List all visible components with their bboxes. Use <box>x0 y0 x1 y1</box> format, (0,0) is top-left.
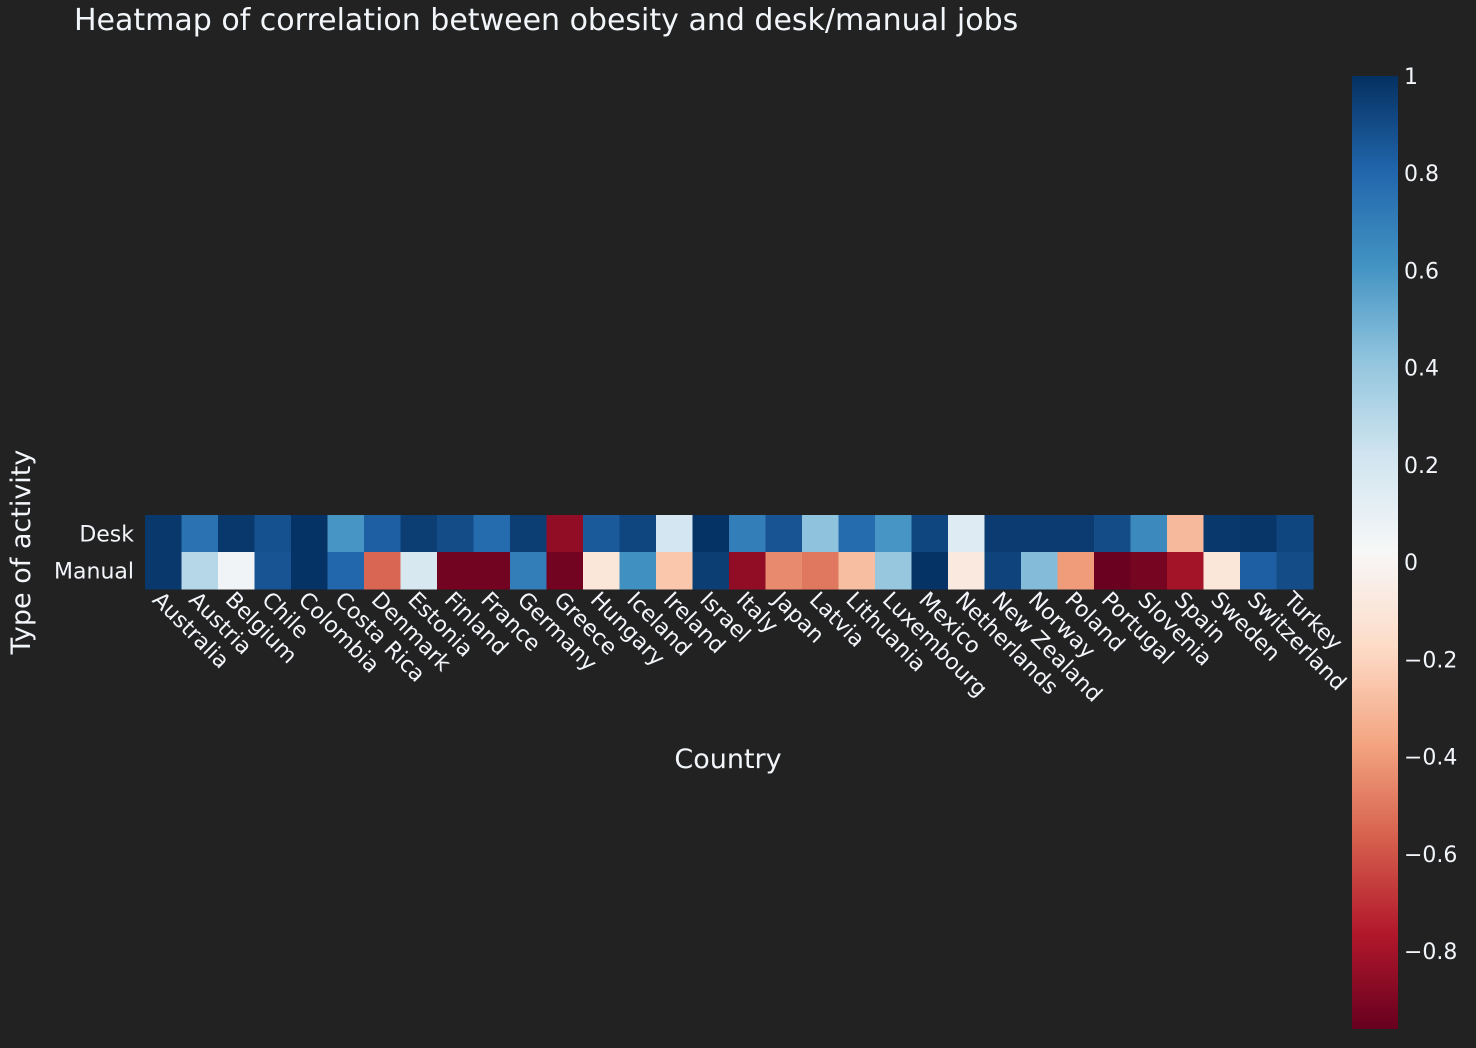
heatmap-cells <box>145 515 1314 590</box>
chart-title: Heatmap of correlation between obesity a… <box>74 3 1018 38</box>
heatmap-cell <box>875 552 913 590</box>
heatmap-cell <box>218 515 256 553</box>
heatmap-cell <box>583 552 621 590</box>
heatmap-cell <box>254 552 292 590</box>
heatmap-cell <box>291 552 329 590</box>
y-tick-labels: Desk Manual <box>54 523 134 585</box>
heatmap-cell <box>510 552 548 590</box>
colorbar-tick-label: −0.6 <box>1404 843 1457 868</box>
heatmap-cell <box>656 515 694 553</box>
heatmap-cell <box>437 552 475 590</box>
colorbar-tick-labels: 1 0.8 0.6 0.4 0.2 0 −0.2 −0.4 −0.6 −0.8 <box>1404 65 1457 965</box>
heatmap-cell <box>145 515 183 553</box>
heatmap-cell <box>692 552 730 590</box>
colorbar-tick-label: 0.8 <box>1404 162 1439 187</box>
colorbar-tick-label: 0 <box>1404 551 1418 576</box>
x-axis-title: Country <box>674 744 781 775</box>
heatmap-cell <box>765 552 803 590</box>
y-tick-label: Manual <box>54 560 134 585</box>
heatmap-cell <box>948 515 986 553</box>
heatmap-cell <box>327 552 365 590</box>
heatmap-cell <box>948 552 986 590</box>
heatmap-cell <box>1021 515 1059 553</box>
heatmap-cell <box>254 515 292 553</box>
heatmap-cell <box>619 515 657 553</box>
heatmap-cell <box>911 515 949 553</box>
heatmap-cell <box>656 552 694 590</box>
heatmap-cell <box>145 552 183 590</box>
heatmap-cell <box>1203 515 1241 553</box>
heatmap-cell <box>1167 552 1205 590</box>
heatmap-cell <box>1057 552 1095 590</box>
heatmap-cell <box>765 515 803 553</box>
heatmap-cell <box>1276 552 1314 590</box>
heatmap-cell <box>1203 552 1241 590</box>
heatmap-cell <box>400 515 438 553</box>
heatmap-cell <box>1240 515 1278 553</box>
heatmap-cell <box>1276 515 1314 553</box>
heatmap-cell <box>437 515 475 553</box>
heatmap-cell <box>1094 515 1132 553</box>
colorbar-tick-label: 0.2 <box>1404 454 1439 479</box>
heatmap-cell <box>729 552 767 590</box>
heatmap-cell <box>1240 552 1278 590</box>
colorbar-tick-label: 0.4 <box>1404 357 1439 382</box>
heatmap-cell <box>364 515 402 553</box>
heatmap-cell <box>546 552 584 590</box>
heatmap-cell <box>984 515 1022 553</box>
heatmap-cell <box>291 515 329 553</box>
heatmap-cell <box>729 515 767 553</box>
heatmap-cell <box>619 552 657 590</box>
heatmap-cell <box>218 552 256 590</box>
heatmap-cell <box>1167 515 1205 553</box>
heatmap-cell <box>838 552 876 590</box>
colorbar-tick-label: −0.4 <box>1404 746 1457 771</box>
y-tick-label: Desk <box>79 523 134 548</box>
heatmap-cell <box>838 515 876 553</box>
heatmap-cell <box>400 552 438 590</box>
heatmap-cell <box>875 515 913 553</box>
heatmap-cell <box>473 552 511 590</box>
heatmap-cell <box>984 552 1022 590</box>
heatmap-cell <box>473 515 511 553</box>
heatmap-cell <box>327 515 365 553</box>
y-axis-title: Type of activity <box>6 450 37 656</box>
heatmap-cell <box>546 515 584 553</box>
colorbar-tick-label: 1 <box>1404 65 1418 90</box>
heatmap-cell <box>692 515 730 553</box>
heatmap-cell <box>1021 552 1059 590</box>
heatmap-cell <box>1130 552 1168 590</box>
heatmap-cell <box>181 515 219 553</box>
heatmap-cell <box>802 515 840 553</box>
heatmap-cell <box>1094 552 1132 590</box>
colorbar-tick-label: 0.6 <box>1404 260 1439 285</box>
heatmap-cell <box>364 552 402 590</box>
x-tick-labels: AustraliaAustriaBelgiumChileColombiaCost… <box>147 586 1350 707</box>
heatmap-cell <box>583 515 621 553</box>
heatmap-cell <box>1057 515 1095 553</box>
heatmap-cell <box>802 552 840 590</box>
colorbar <box>1352 76 1398 1029</box>
heatmap-cell <box>911 552 949 590</box>
heatmap-cell <box>1130 515 1168 553</box>
colorbar-tick-label: −0.2 <box>1404 649 1457 674</box>
heatmap-cell <box>181 552 219 590</box>
colorbar-tick-label: −0.8 <box>1404 940 1457 965</box>
heatmap-cell <box>510 515 548 553</box>
